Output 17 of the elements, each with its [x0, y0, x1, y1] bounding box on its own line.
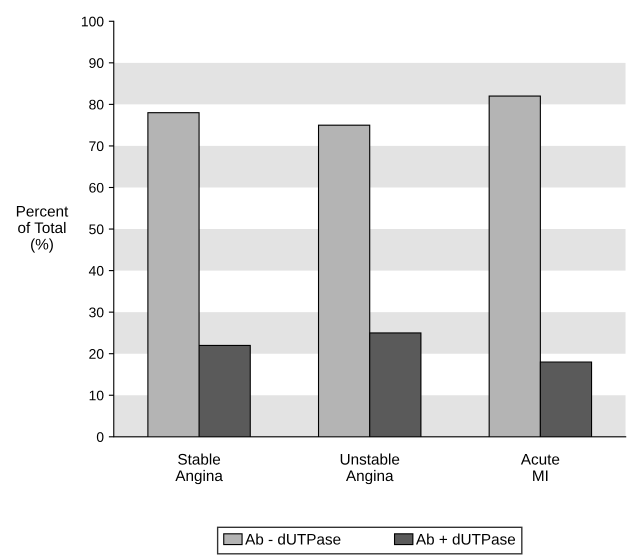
legend-label: Ab + dUTPase — [416, 533, 516, 545]
y-tick-label: 30 — [89, 307, 104, 318]
x-tick-label: Stable Angina — [175, 453, 223, 484]
x-tick-label: Unstable Angina — [340, 453, 400, 484]
y-axis-title: Percent of Total (%) — [16, 206, 68, 253]
y-tick-label: 20 — [89, 349, 104, 359]
y-tick-label: 10 — [90, 390, 104, 400]
y-tick-label: 90 — [89, 58, 104, 68]
y-tick-label: 60 — [89, 182, 104, 193]
y-tick-label: 50 — [89, 224, 104, 234]
y-tick-label: 100 — [82, 16, 104, 26]
y-tick-label: 70 — [89, 141, 104, 152]
x-tick-label: Acute MI — [520, 454, 560, 481]
y-tick-label: 0 — [96, 432, 104, 442]
y-tick-label: 80 — [89, 100, 104, 110]
legend-label: Ab - dUTPase — [245, 533, 340, 545]
y-tick-label: 40 — [88, 266, 104, 276]
